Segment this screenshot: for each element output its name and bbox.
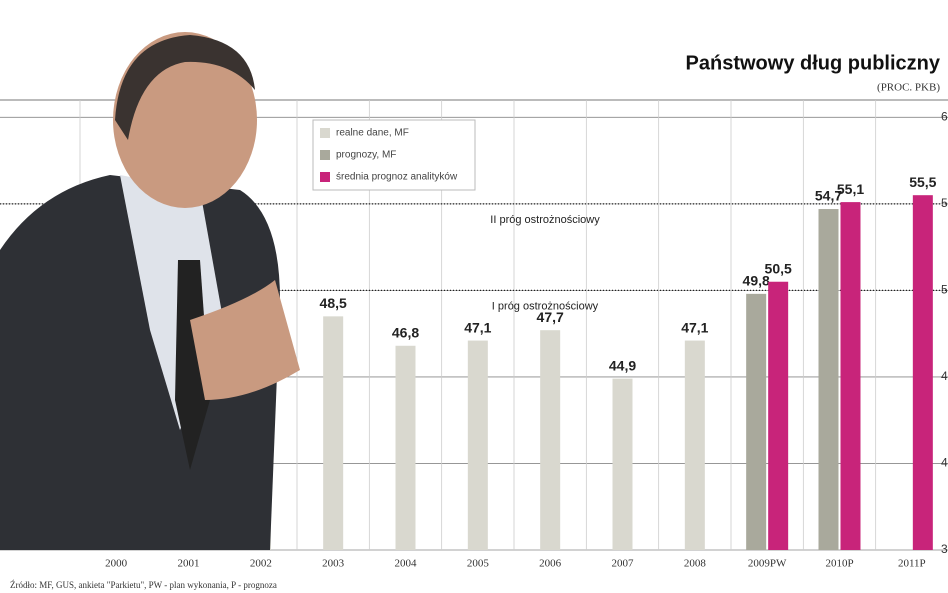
value-label: 48,5 <box>320 295 347 311</box>
x-tick-label: 2008 <box>684 558 707 570</box>
y-tick-label: 55 <box>941 196 948 210</box>
x-tick-label: 2007 <box>612 558 635 570</box>
tie <box>175 260 210 470</box>
value-label: 47,1 <box>681 319 708 335</box>
x-tick-label: 2005 <box>467 558 490 570</box>
legend-items: realne dane, MF prognozy, MF średnia progn… <box>320 128 458 183</box>
value-label: 46,8 <box>392 324 419 340</box>
y-tick-label: 50 <box>941 283 948 297</box>
value-label: 54,7 <box>815 188 842 204</box>
x-tick-label: 2009PW <box>748 558 787 570</box>
legend-label: średnia prognoz analityków <box>336 172 458 183</box>
x-tick-label: 2001 <box>178 558 200 570</box>
x-tick-label: 2010P <box>825 558 853 570</box>
y-tick-label: 40 <box>941 456 948 470</box>
legend-label: realne dane, MF <box>336 128 409 139</box>
legend-label: prognozy, MF <box>336 150 396 161</box>
value-label: 49,8 <box>743 273 770 289</box>
value-label: 55,1 <box>837 181 864 197</box>
bar <box>395 345 416 550</box>
x-tick-label: 2011P <box>898 558 926 570</box>
legend-swatch <box>320 172 330 182</box>
y-tick-label: 60 <box>941 109 948 123</box>
bar <box>768 281 789 550</box>
x-tick-label: 2002 <box>250 558 272 570</box>
value-label: 55,5 <box>909 174 936 190</box>
source-note: Źródło: MF, GUS, ankieta "Parkietu", PW … <box>10 580 277 590</box>
hand <box>190 280 300 400</box>
chart-title: Państwowy dług publiczny <box>686 52 941 74</box>
y-tick-label: 35 <box>941 542 948 556</box>
threshold-label: I próg ostrożnościowy <box>492 300 599 312</box>
bar <box>840 202 861 550</box>
x-tick-label: 2004 <box>395 558 418 570</box>
threshold-label: II próg ostrożnościowy <box>490 214 600 226</box>
bar <box>612 378 633 550</box>
photo <box>0 32 300 550</box>
chart-subtitle: (PROC. PKB) <box>877 82 940 94</box>
bar <box>746 293 767 550</box>
x-tick-label: 2000 <box>105 558 128 570</box>
value-label: 44,9 <box>609 357 636 373</box>
legend-swatch <box>320 150 330 160</box>
bar <box>467 340 488 550</box>
bar <box>684 340 705 550</box>
bar <box>540 330 561 550</box>
bar <box>323 316 344 550</box>
hair <box>115 35 255 140</box>
value-label: 47,1 <box>464 319 491 335</box>
value-label: 50,5 <box>765 260 792 276</box>
x-tick-label: 2006 <box>539 558 562 570</box>
legend-swatch <box>320 128 330 138</box>
legend <box>312 119 476 191</box>
bar <box>818 209 839 551</box>
x-tick-label: 2003 <box>322 558 345 570</box>
bar <box>912 195 933 550</box>
value-label: 47,7 <box>537 309 564 325</box>
y-tick-label: 45 <box>941 369 948 383</box>
